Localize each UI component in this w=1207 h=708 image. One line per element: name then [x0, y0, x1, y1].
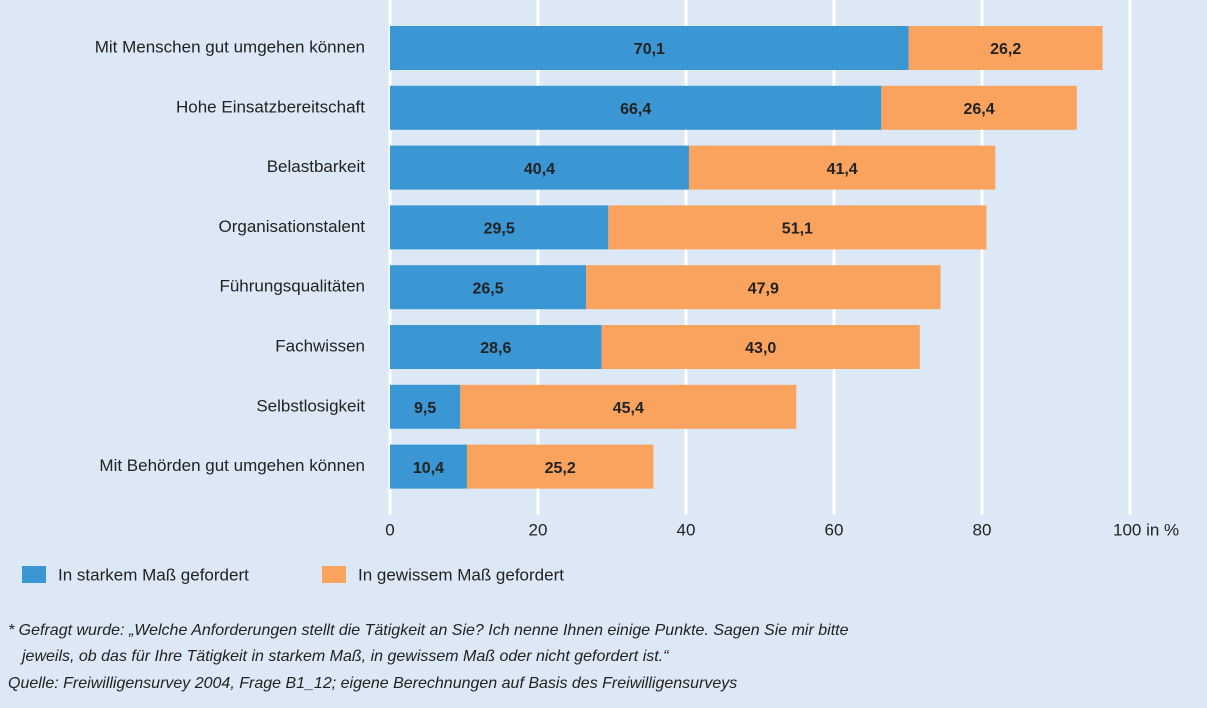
value-label: 25,2	[545, 460, 576, 477]
bar-segment	[390, 444, 467, 489]
value-label: 66,4	[620, 101, 651, 118]
x-tick-label: 100 in %	[1113, 520, 1179, 539]
category-label: Mit Behörden gut umgehen können	[99, 456, 365, 475]
value-label: 26,2	[990, 41, 1021, 58]
bar-segment	[390, 265, 587, 310]
bar-segment	[466, 444, 654, 489]
value-label: 43,0	[745, 340, 776, 357]
value-label: 10,4	[413, 460, 444, 477]
bar-segment	[390, 325, 602, 369]
x-tick-label: 60	[825, 520, 844, 539]
category-label: Hohe Einsatzbereitschaft	[176, 97, 365, 116]
bar-segment	[390, 85, 882, 130]
bar-segment	[881, 85, 1077, 130]
footnote: Quelle: Freiwilligensurvey 2004, Frage B…	[8, 675, 737, 692]
legend-label: In gewissem Maß gefordert	[358, 565, 564, 584]
value-label: 9,5	[414, 400, 436, 417]
bar-segment	[460, 384, 797, 429]
value-label: 70,1	[634, 41, 665, 58]
bar-segment	[908, 26, 1103, 70]
x-tick-label: 20	[529, 520, 548, 539]
bar-segment	[601, 325, 920, 369]
bar-segment	[390, 26, 909, 70]
value-label: 29,5	[484, 221, 515, 238]
legend-label: In starkem Maß gefordert	[58, 565, 249, 584]
value-label: 40,4	[524, 161, 555, 178]
value-label: 26,4	[963, 101, 994, 118]
category-label: Mit Menschen gut umgehen können	[95, 37, 365, 56]
value-label: 45,4	[613, 400, 644, 417]
footnote: jeweils, ob das für Ihre Tätigkeit in st…	[20, 648, 670, 665]
bar-segment	[586, 265, 941, 310]
value-label: 47,9	[748, 280, 779, 297]
x-tick-label: 80	[973, 520, 992, 539]
value-label: 26,5	[472, 280, 503, 297]
value-label: 51,1	[782, 221, 813, 238]
footnote: * Gefragt wurde: „Welche Anforderungen s…	[8, 622, 849, 639]
bar-segment	[390, 384, 461, 429]
x-tick-label: 0	[385, 520, 394, 539]
category-label: Fachwissen	[275, 336, 365, 355]
x-tick-label: 40	[677, 520, 696, 539]
category-label: Selbstlosigkeit	[256, 396, 365, 415]
value-label: 41,4	[827, 161, 858, 178]
legend-swatch	[22, 566, 46, 583]
value-label: 28,6	[480, 340, 511, 357]
category-label: Organisationstalent	[219, 217, 366, 236]
category-label: Belastbarkeit	[267, 157, 366, 176]
bar-segment	[390, 145, 689, 190]
bar-segment	[608, 205, 987, 250]
category-label: Führungsqualitäten	[219, 277, 365, 296]
bar-segment	[390, 205, 609, 250]
legend-swatch	[322, 566, 346, 583]
bar-segment	[688, 145, 996, 190]
